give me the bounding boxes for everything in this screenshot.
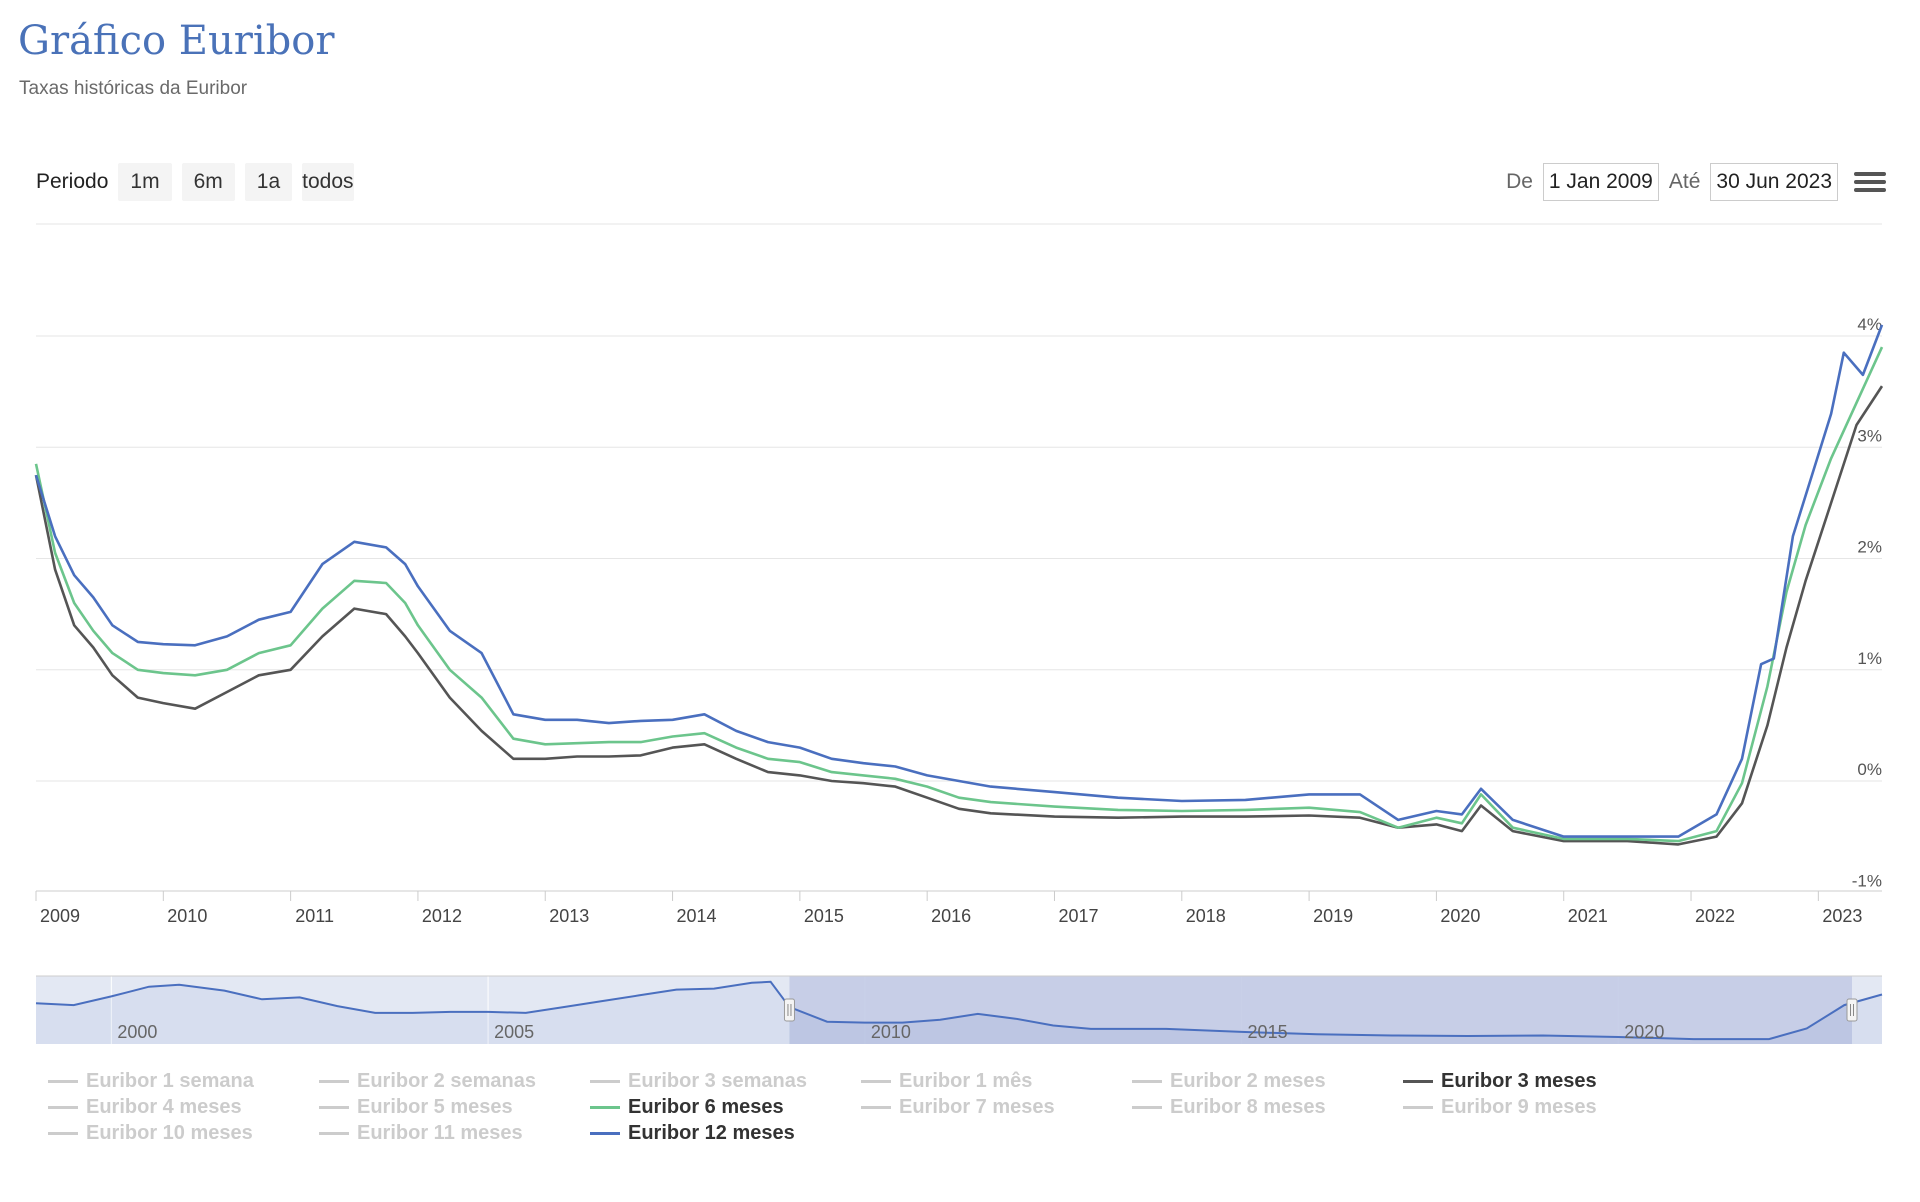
navigator-tick-label: 2015 (1248, 1022, 1288, 1042)
legend-swatch (1403, 1079, 1433, 1083)
legend-label: Euribor 10 meses (86, 1121, 253, 1144)
range-button-6m[interactable]: 6m (181, 163, 235, 201)
legend-swatch (590, 1131, 620, 1135)
legend-label: Euribor 2 meses (1170, 1069, 1326, 1092)
legend-label: Euribor 3 semanas (628, 1069, 807, 1092)
legend-item[interactable]: Euribor 3 meses (1403, 1068, 1674, 1094)
date-range-inputs: De 1 Jan 2009 Até 30 Jun 2023 (1506, 162, 1848, 202)
legend-label: Euribor 2 semanas (357, 1069, 536, 1092)
navigator-tick-label: 2005 (494, 1022, 534, 1042)
navigator-selected-range (789, 976, 1852, 1044)
legend-label: Euribor 12 meses (628, 1121, 795, 1144)
navigator-series-line (35, 980, 1883, 1041)
legend-item[interactable]: Euribor 7 meses (861, 1094, 1132, 1120)
legend-swatch (861, 1079, 891, 1083)
to-date-input[interactable]: 30 Jun 2023 (1710, 163, 1838, 201)
range-selector: Periodo 1m 6m 1a todos (36, 162, 364, 202)
x-tick-label: 2013 (549, 906, 589, 926)
legend-item[interactable]: Euribor 11 meses (319, 1120, 590, 1146)
page-title: Gráfico Euribor (18, 18, 335, 64)
hamburger-menu-icon[interactable] (1854, 168, 1886, 196)
legend-label: Euribor 6 meses (628, 1095, 784, 1118)
legend-label: Euribor 3 meses (1441, 1069, 1597, 1092)
x-tick-label: 2023 (1822, 906, 1862, 926)
legend-row: Euribor 4 meses Euribor 5 meses Euribor 6 … (48, 1094, 1908, 1120)
legend-label: Euribor 7 meses (899, 1095, 1055, 1118)
x-tick-label: 2014 (677, 906, 717, 926)
x-tick-label: 2009 (40, 906, 80, 926)
range-button-1a[interactable]: 1a (244, 163, 293, 201)
legend-label: Euribor 5 meses (357, 1095, 513, 1118)
legend-item[interactable]: Euribor 12 meses (590, 1120, 861, 1146)
y-tick-label: 0% (1857, 760, 1882, 779)
navigator-tick-label: 2000 (117, 1022, 157, 1042)
legend-item[interactable]: Euribor 3 semanas (590, 1068, 861, 1094)
legend-swatch (861, 1105, 891, 1109)
legend-swatch (48, 1131, 78, 1135)
legend-item[interactable]: Euribor 8 meses (1132, 1094, 1403, 1120)
chart-legend: Euribor 1 semana Euribor 2 semanas Euribor… (48, 1068, 1908, 1146)
x-tick-label: 2021 (1568, 906, 1608, 926)
legend-item[interactable]: Euribor 9 meses (1403, 1094, 1674, 1120)
x-tick-label: 2011 (295, 906, 334, 926)
legend-swatch (319, 1105, 349, 1109)
legend-item[interactable]: Euribor 1 mês (861, 1068, 1132, 1094)
legend-item[interactable]: Euribor 1 semana (48, 1068, 319, 1094)
x-tick-label: 2019 (1313, 906, 1353, 926)
legend-item[interactable]: Euribor 4 meses (48, 1094, 319, 1120)
legend-label: Euribor 9 meses (1441, 1095, 1597, 1118)
legend-swatch (590, 1079, 620, 1083)
legend-item[interactable]: Euribor 2 meses (1132, 1068, 1403, 1094)
legend-swatch (48, 1079, 78, 1083)
navigator-handle-right[interactable] (1846, 998, 1858, 1022)
x-tick-label: 2018 (1186, 906, 1226, 926)
y-tick-label: 4% (1857, 315, 1882, 334)
legend-item[interactable]: Euribor 10 meses (48, 1120, 319, 1146)
legend-item[interactable]: Euribor 2 semanas (319, 1068, 590, 1094)
to-date-label: Até (1668, 170, 1701, 193)
legend-swatch (1132, 1079, 1162, 1083)
x-tick-label: 2020 (1440, 906, 1480, 926)
legend-swatch (1132, 1105, 1162, 1109)
range-button-1m[interactable]: 1m (118, 163, 172, 201)
x-tick-label: 2012 (422, 906, 462, 926)
y-tick-label: 3% (1857, 426, 1882, 445)
legend-item[interactable]: Euribor 6 meses (590, 1094, 861, 1120)
legend-label: Euribor 1 semana (86, 1069, 254, 1092)
legend-swatch (1403, 1105, 1433, 1109)
y-tick-label: 2% (1857, 538, 1882, 557)
page-subtitle: Taxas históricas da Euribor (19, 78, 248, 99)
x-tick-label: 2017 (1058, 906, 1098, 926)
x-tick-label: 2010 (167, 906, 207, 926)
legend-label: Euribor 11 meses (357, 1121, 523, 1144)
range-selector-label: Periodo (36, 170, 109, 193)
series-line-euribor-12-meses (34, 324, 1884, 838)
euribor-chart: -1% 0% 1% 2% 3% 4% 2009 2010 2011 2012 2013 2014 201… (34, 223, 1884, 1044)
legend-swatch (590, 1105, 620, 1109)
navigator-area (36, 981, 1882, 1044)
series-line-euribor-6-meses (34, 346, 1884, 843)
from-date-label: De (1506, 170, 1533, 193)
series-line-euribor-3-meses (34, 385, 1884, 846)
y-tick-label: -1% (1852, 871, 1882, 890)
legend-label: Euribor 4 meses (86, 1095, 242, 1118)
x-tick-label: 2022 (1695, 906, 1735, 926)
legend-swatch (319, 1079, 349, 1083)
legend-row: Euribor 1 semana Euribor 2 semanas Euribor… (48, 1068, 1908, 1094)
legend-label: Euribor 8 meses (1170, 1095, 1326, 1118)
legend-item[interactable]: Euribor 5 meses (319, 1094, 590, 1120)
legend-swatch (48, 1105, 78, 1109)
navigator-tick-label: 2010 (871, 1022, 911, 1042)
legend-row: Euribor 10 meses Euribor 11 meses Euribor … (48, 1120, 1908, 1146)
navigator-handle-left[interactable] (783, 998, 795, 1022)
from-date-input[interactable]: 1 Jan 2009 (1542, 163, 1659, 201)
navigator-tick-label: 2020 (1624, 1022, 1664, 1042)
legend-swatch (319, 1131, 349, 1135)
y-tick-label: 1% (1857, 649, 1882, 668)
range-button-todos[interactable]: todos (302, 163, 354, 201)
x-tick-label: 2015 (804, 906, 844, 926)
x-tick-label: 2016 (931, 906, 971, 926)
legend-label: Euribor 1 mês (899, 1069, 1033, 1092)
